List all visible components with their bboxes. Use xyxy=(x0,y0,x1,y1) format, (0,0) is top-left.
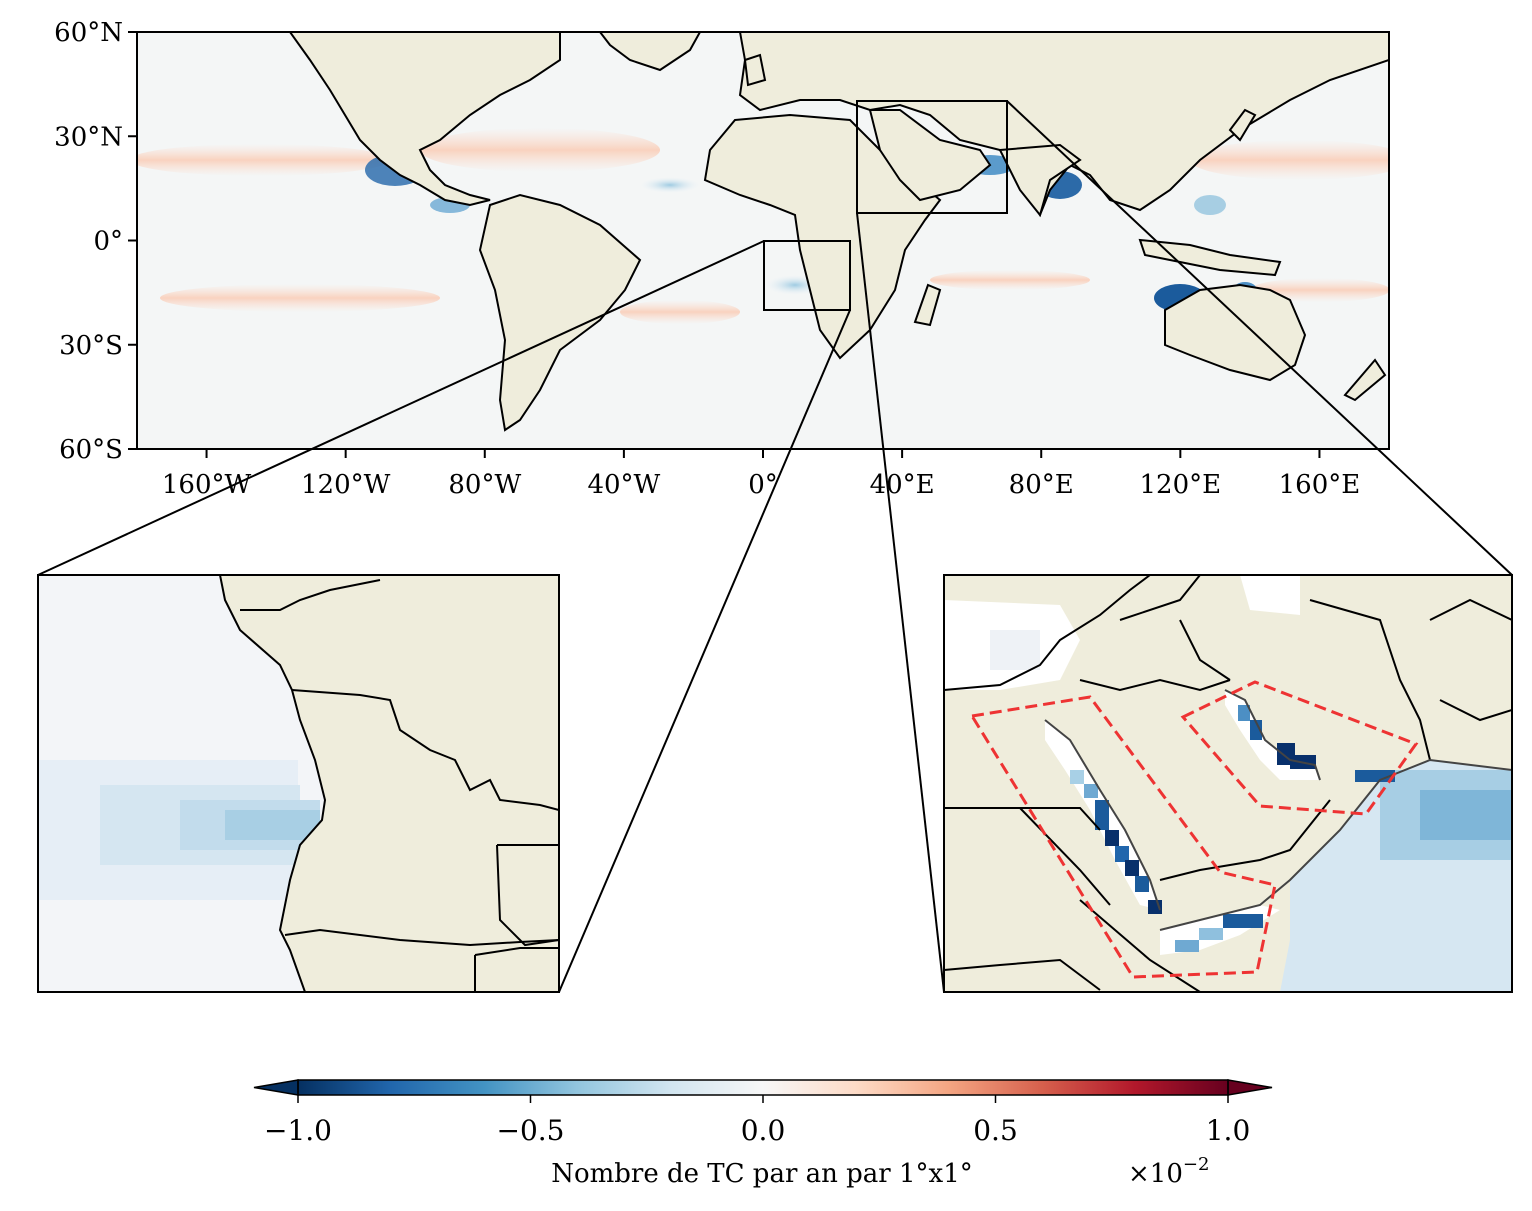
coastlines xyxy=(1044,689,1512,931)
eurasia xyxy=(738,32,1389,218)
colorbar-min-extension xyxy=(253,1079,299,1096)
red-sea-anomaly-cells xyxy=(1070,770,1162,914)
south-america xyxy=(478,193,642,432)
connector-left-bottom xyxy=(558,309,851,993)
arabia-highlight-box xyxy=(856,100,1008,214)
inset-angola-frame xyxy=(37,574,560,993)
lat-tick-label: 60°N xyxy=(54,18,123,48)
arabian-peninsula xyxy=(868,109,992,202)
persian-gulf-region-outline xyxy=(1180,680,1419,816)
colorbar-gradient xyxy=(298,1080,1228,1095)
india xyxy=(998,143,1082,218)
colorbar-tick-label: 1.0 xyxy=(1206,1114,1251,1147)
colorbar-tick-label: −0.5 xyxy=(497,1114,565,1147)
lat-tick-label: 60°S xyxy=(59,435,123,465)
lon-tick-label: 80°E xyxy=(1009,470,1074,500)
dashed-study-regions xyxy=(969,680,1419,979)
mediterranean-anomaly xyxy=(990,630,1040,670)
colorbar-multiplier: ×10−2 xyxy=(1128,1154,1209,1189)
lon-tick-label: 40°E xyxy=(870,470,935,500)
country-borders xyxy=(944,575,1512,992)
gulf-of-aden-anomaly-cells xyxy=(1175,914,1263,952)
colorbar-label: Nombre de TC par an par 1°x1° xyxy=(551,1159,973,1189)
colorbar-tick-label: −1.0 xyxy=(264,1114,332,1147)
lon-tick-label: 160°E xyxy=(1279,470,1361,500)
connector-right-bottom xyxy=(856,212,945,993)
british-isles xyxy=(743,53,767,87)
lon-tick-label: 120°W xyxy=(301,470,391,500)
lon-tick-label: 40°W xyxy=(587,470,660,500)
positive-anomaly-bands xyxy=(137,128,1389,324)
inset-borders xyxy=(240,579,559,992)
connector-right-top xyxy=(1006,100,1513,576)
lon-tick-label: 80°W xyxy=(448,470,521,500)
lat-tick-label: 30°S xyxy=(59,331,123,361)
colorbar-max-extension xyxy=(1227,1079,1273,1096)
japan xyxy=(1228,108,1257,142)
new-zealand xyxy=(1343,358,1387,402)
colorbar-ticks: −1.0 −0.5 0.0 0.5 1.0 xyxy=(264,1095,1250,1147)
inset-land-angola xyxy=(218,575,559,992)
lon-tick-label: 0° xyxy=(748,470,778,500)
latitude-axis: 60°N 30°N 0° 30°S 60°S xyxy=(54,18,137,465)
australia xyxy=(1164,283,1307,382)
angola-highlight-box xyxy=(763,240,851,311)
lon-tick-label: 120°E xyxy=(1140,470,1222,500)
madagascar xyxy=(913,283,942,327)
longitude-axis: 160°W 120°W 80°W 40°W 0° 40°E 80°E 120°E 160°E xyxy=(162,449,1360,500)
colorbar-tick-label: 0.5 xyxy=(973,1114,1018,1147)
inset-arabia xyxy=(943,574,1513,993)
inset-angola xyxy=(37,574,560,993)
red-sea-region-outline xyxy=(969,695,1277,979)
colorbar-tick-label: 0.0 xyxy=(741,1114,786,1147)
connector-left-top xyxy=(37,240,765,576)
lon-tick-label: 160°W xyxy=(162,470,252,500)
indonesia xyxy=(1138,238,1282,277)
north-america xyxy=(288,32,561,207)
continents xyxy=(288,32,1389,432)
arabian-sea-anomaly-core xyxy=(1420,790,1512,840)
inset-arabia-frame xyxy=(943,574,1513,993)
zoom-connectors xyxy=(37,100,1513,993)
colorbar: −1.0 −0.5 0.0 0.5 1.0 Nombre de TC par an pa… xyxy=(253,1079,1273,1189)
main-map: 60°N 30°N 0° 30°S 60°S 160°W 120°W 80°W 40°W 0° 4… xyxy=(54,18,1390,500)
inset-anomaly-core xyxy=(225,810,320,840)
lat-tick-label: 0° xyxy=(93,227,123,257)
lat-tick-label: 30°N xyxy=(54,122,123,152)
greenland xyxy=(598,32,702,72)
caspian-sea xyxy=(1240,575,1300,615)
